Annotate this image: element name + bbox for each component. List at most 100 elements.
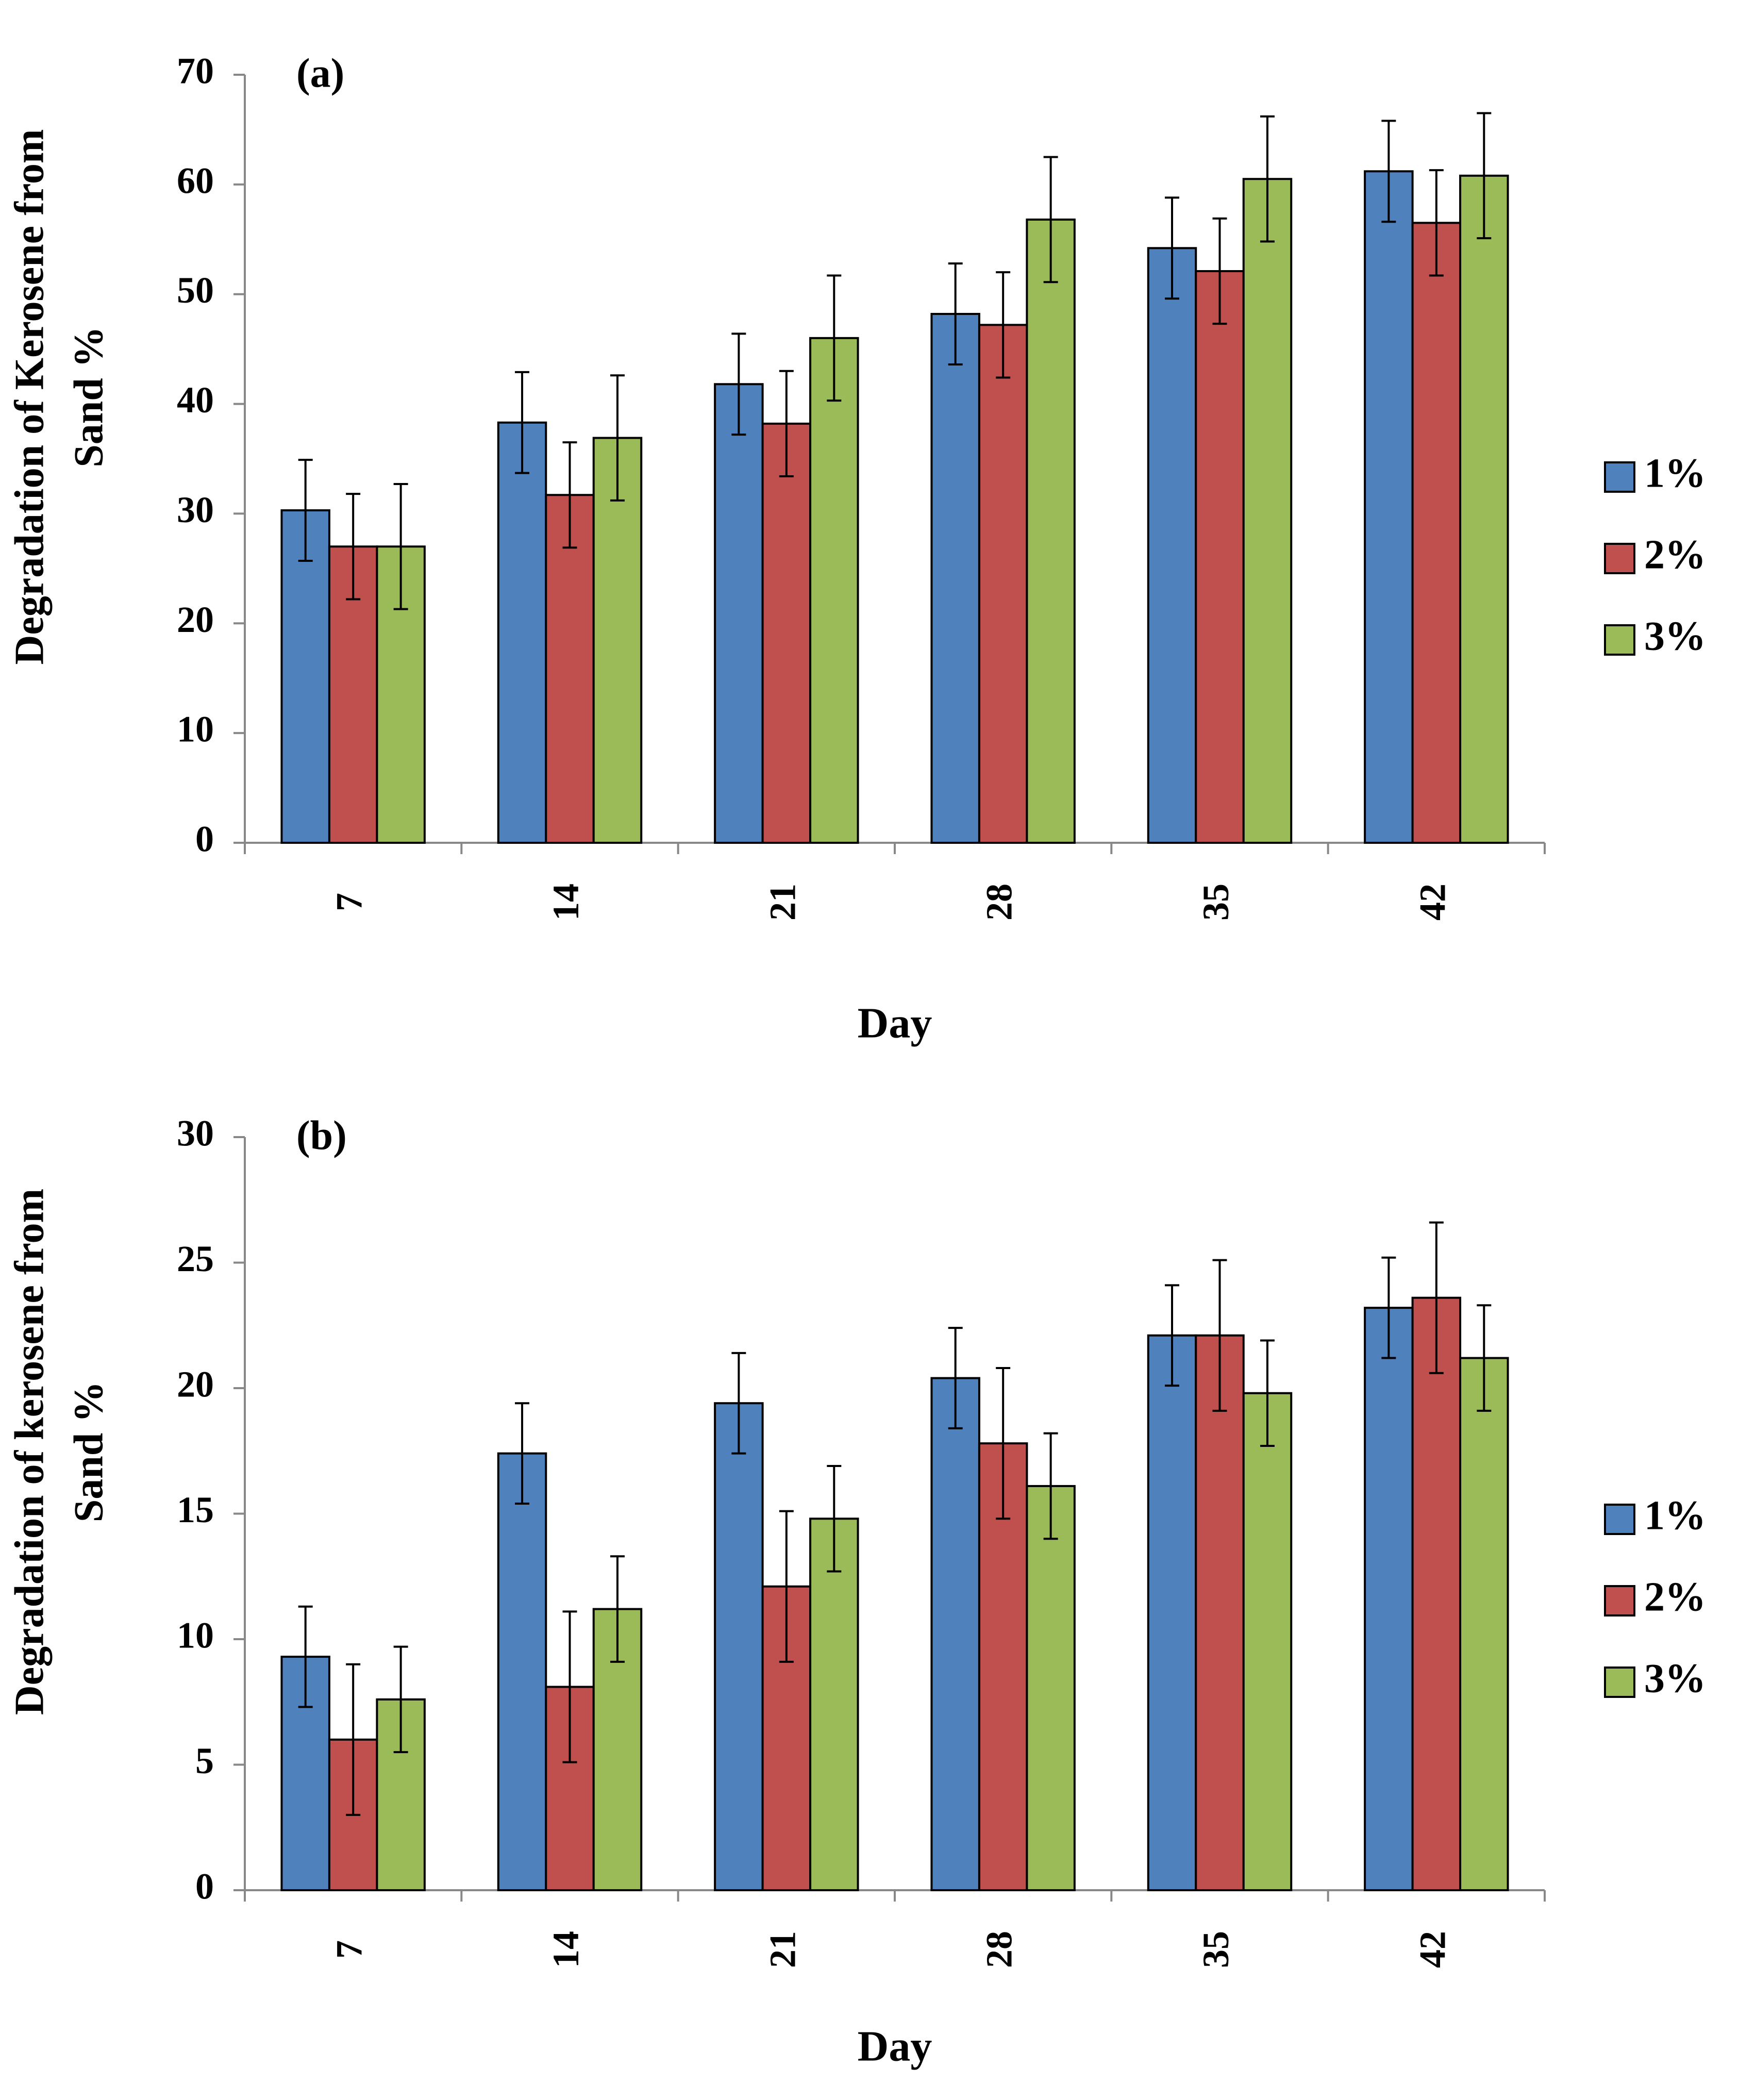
x-tick-label: 42 — [1412, 1931, 1453, 1968]
legend-label: 1% — [1644, 1493, 1706, 1538]
x-tick-label: 28 — [979, 1931, 1020, 1968]
bar — [1026, 1485, 1076, 1891]
bar — [1411, 222, 1462, 844]
error-bar — [1477, 112, 1492, 240]
y-tick-label: 25 — [177, 1238, 214, 1279]
bar — [1459, 174, 1509, 844]
error-bar — [1043, 156, 1058, 284]
error-bar — [515, 371, 530, 474]
bar — [761, 422, 812, 844]
error-bar — [731, 1352, 746, 1455]
error-bar — [1212, 217, 1227, 325]
legend-label: 3% — [1644, 1656, 1706, 1701]
bar — [497, 421, 547, 844]
error-bar — [779, 370, 794, 478]
error-bar — [610, 374, 625, 502]
error-bar — [1381, 120, 1396, 223]
x-tick-label: 7 — [329, 893, 370, 911]
x-tick-label: 7 — [329, 1940, 370, 1959]
y-tick-label: 0 — [195, 819, 214, 860]
error-bar — [731, 332, 746, 436]
bar — [930, 313, 980, 844]
y-tick-label: 40 — [177, 379, 214, 421]
error-bar — [346, 1663, 361, 1816]
legend-swatch — [1604, 1666, 1635, 1698]
bar — [1242, 1392, 1293, 1891]
y-tick-label: 0 — [195, 1866, 214, 1907]
legend-label: 2% — [1644, 1574, 1706, 1620]
error-bar — [1260, 115, 1275, 243]
y-tick-label: 5 — [195, 1740, 214, 1781]
bar — [1026, 218, 1076, 844]
bar — [809, 337, 859, 844]
bar — [1364, 170, 1414, 844]
error-bar — [562, 441, 577, 549]
bar — [1147, 247, 1197, 844]
bar — [1147, 1334, 1197, 1891]
bar — [1242, 178, 1293, 844]
legend-swatch — [1604, 461, 1635, 493]
error-bar — [393, 482, 408, 610]
error-bar — [298, 1605, 313, 1708]
legend-label: 3% — [1644, 613, 1706, 659]
error-bar — [948, 1327, 963, 1429]
bar — [1195, 270, 1245, 844]
error-bar — [779, 1510, 794, 1663]
error-bar — [827, 274, 842, 402]
y-axis-title: Degradation of kerosene from — [7, 1189, 52, 1715]
y-tick-label: 30 — [177, 489, 214, 530]
bar — [714, 1402, 764, 1891]
y-tick-label: 15 — [177, 1489, 214, 1530]
bar — [1195, 1334, 1245, 1891]
y-tick-label: 20 — [177, 1364, 214, 1405]
bar — [497, 1452, 547, 1892]
legend-swatch — [1604, 624, 1635, 656]
error-bar — [996, 1367, 1011, 1520]
bar — [592, 437, 643, 844]
y-tick-label: 30 — [177, 1113, 214, 1154]
bar — [930, 1377, 980, 1891]
bar — [280, 509, 330, 844]
error-bar — [1043, 1432, 1058, 1540]
x-tick-label: 42 — [1412, 884, 1453, 921]
bar — [809, 1518, 859, 1891]
legend-label: 1% — [1644, 451, 1706, 496]
error-bar — [1165, 1284, 1180, 1387]
y-tick-label: 10 — [177, 709, 214, 750]
error-bar — [1429, 1221, 1444, 1374]
error-bar — [996, 271, 1011, 379]
error-bar — [1260, 1339, 1275, 1447]
error-bar — [827, 1464, 842, 1573]
panel-label: (b) — [296, 1113, 347, 1158]
y-axis-title: Degradation of Kerosene from — [7, 129, 52, 664]
bar — [1364, 1307, 1414, 1891]
error-bar — [1429, 169, 1444, 277]
bar — [714, 383, 764, 844]
legend-label: 2% — [1644, 532, 1706, 577]
error-bar — [393, 1645, 408, 1754]
y-tick-label: 70 — [177, 51, 214, 92]
y-tick-label: 10 — [177, 1615, 214, 1656]
error-bar — [1477, 1304, 1492, 1412]
y-tick-label: 20 — [177, 599, 214, 640]
x-tick-label: 35 — [1195, 1931, 1236, 1968]
error-bar — [515, 1402, 530, 1505]
error-bar — [346, 493, 361, 601]
error-bar — [1165, 196, 1180, 300]
x-tick-label: 21 — [762, 884, 803, 921]
y-tick-label: 50 — [177, 270, 214, 311]
x-tick-label: 14 — [545, 884, 587, 921]
panel-label: (a) — [296, 51, 344, 96]
y-axis-title: Sand % — [66, 326, 111, 467]
x-axis-title: Day — [858, 999, 932, 1047]
y-tick-label: 60 — [177, 160, 214, 201]
x-tick-label: 21 — [762, 1931, 803, 1968]
bar — [1411, 1296, 1462, 1891]
legend-swatch — [1604, 543, 1635, 574]
x-tick-label: 35 — [1195, 884, 1236, 921]
legend-swatch — [1604, 1504, 1635, 1535]
x-tick-label: 14 — [545, 1931, 587, 1968]
error-bar — [298, 459, 313, 562]
x-axis-title: Day — [858, 2022, 932, 2070]
